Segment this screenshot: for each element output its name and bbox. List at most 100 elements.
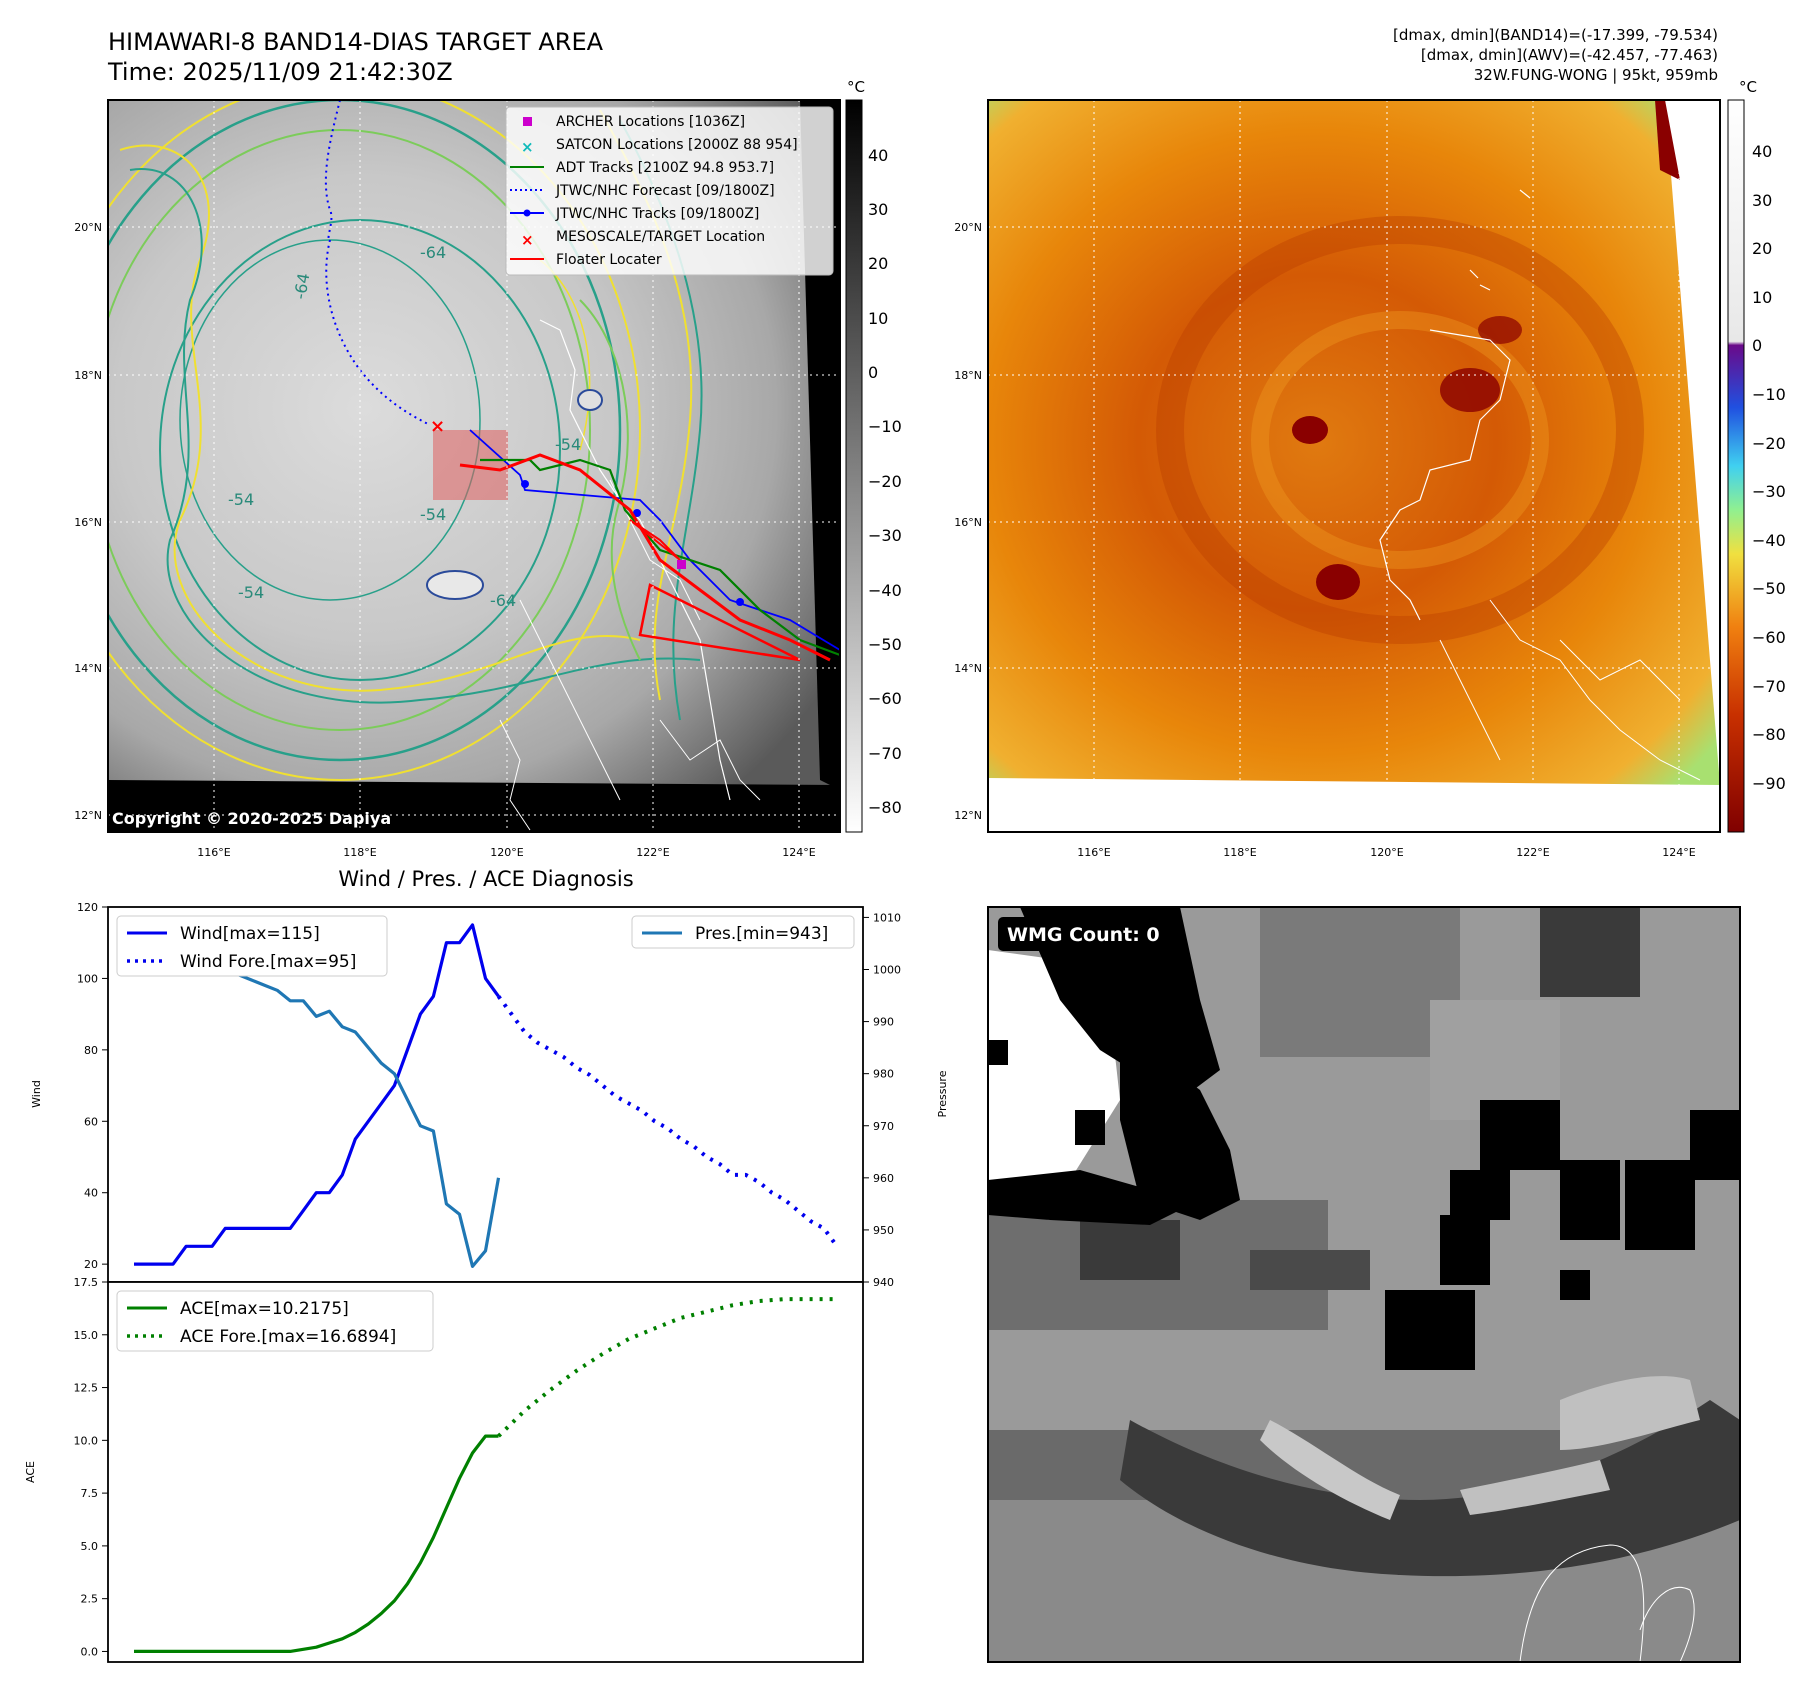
gray-colorbar-unit: °C — [847, 78, 865, 96]
legend-satcon: SATCON Locations [2000Z 88 954] — [556, 137, 798, 153]
pressure-tick-label: 1010 — [873, 911, 901, 924]
ace-tick-label: 2.5 — [81, 1593, 99, 1606]
wind-forecast-line — [496, 995, 839, 1248]
ace-tick-label: 0.0 — [81, 1645, 99, 1658]
gray-tick: −70 — [868, 744, 902, 763]
color-tick: −10 — [1752, 385, 1786, 404]
lon-label: 120°E — [490, 846, 523, 859]
awv-stats: [dmax, dmin](AWV)=(-42.457, -77.463) — [1421, 46, 1718, 64]
color-tick: −80 — [1752, 725, 1786, 744]
color-colorbar-bar — [1727, 99, 1745, 833]
gray-tick: 20 — [868, 254, 888, 273]
satcon-marker-icon: × — [521, 138, 534, 156]
ace-legend-label: ACE[max=10.2175] — [180, 1299, 349, 1319]
color-tick: 30 — [1752, 191, 1772, 210]
ace-tick-label: 10.0 — [74, 1434, 99, 1447]
pressure-tick-label: 960 — [873, 1172, 894, 1185]
wmg-imagery — [988, 907, 1740, 1662]
wind-tick-label: 100 — [77, 972, 98, 985]
gray-tick: 40 — [868, 146, 888, 165]
lat-label: 16°N — [954, 516, 982, 529]
legend-box — [505, 106, 834, 276]
gray-tick: −60 — [868, 689, 902, 708]
lat-label: 18°N — [74, 369, 102, 382]
ace-tick-label: 12.5 — [74, 1382, 99, 1395]
pressure-y-axis: 940 950 960 970 980 990 1000 1010 — [863, 911, 901, 1289]
gray-colorbar: °C 40 30 20 10 0 −10 −20 −30 −40 −50 −60… — [845, 78, 902, 833]
color-tick: −30 — [1752, 482, 1786, 501]
legend-floater: Floater Locater — [556, 252, 662, 268]
color-colorbar: °C 40 30 20 10 0 −10 −20 −30 −40 −50 −60… — [1727, 78, 1786, 833]
gray-tick: −50 — [868, 635, 902, 654]
ir-map-axis-labels: 20°N 18°N 16°N 14°N 12°N 116°E 118°E 120… — [74, 221, 816, 859]
wind-tick-label: 80 — [84, 1044, 98, 1057]
ir-map-grid — [108, 100, 840, 832]
gray-tick: −30 — [868, 526, 902, 545]
ace-tick-label: 5.0 — [81, 1540, 99, 1553]
color-tick: −90 — [1752, 774, 1786, 793]
wind-axis-label: Wind — [30, 1080, 43, 1108]
contour-label: -64 — [490, 591, 516, 610]
contour-label: -64 — [290, 272, 313, 301]
target-marker-icon: × — [521, 231, 534, 249]
lat-label: 14°N — [954, 662, 982, 675]
lon-label: 116°E — [197, 846, 230, 859]
color-map-imagery — [988, 100, 1720, 785]
diagnosis-title: Wind / Pres. / ACE Diagnosis — [338, 867, 633, 891]
wind-legend-box — [116, 915, 388, 977]
gray-colorbar-bar — [845, 99, 863, 833]
color-tick: −60 — [1752, 628, 1786, 647]
gray-tick: −10 — [868, 417, 902, 436]
ace-tick-label: 15.0 — [74, 1329, 99, 1342]
gray-tick: 30 — [868, 200, 888, 219]
lon-label: 116°E — [1077, 846, 1110, 859]
gray-colorbar-ticks: 40 30 20 10 0 −10 −20 −30 −40 −50 −60 −7… — [868, 146, 902, 817]
wind-series — [134, 923, 839, 1266]
ace-axis-label: ACE — [24, 1461, 37, 1483]
pressure-tick-label: 1000 — [873, 964, 901, 977]
wind-tick-label: 40 — [84, 1187, 98, 1200]
wind-legend-label: Wind[max=115] — [180, 924, 320, 944]
band14-stats: [dmax, dmin](BAND14)=(-17.399, -79.534) — [1393, 26, 1718, 44]
floater-track — [459, 453, 831, 662]
ace-legend-box — [116, 1290, 434, 1352]
color-tick: 40 — [1752, 142, 1772, 161]
contour-label: -54 — [555, 435, 581, 454]
color-tick: −70 — [1752, 677, 1786, 696]
pressure-legend-label: Pres.[min=943] — [695, 924, 828, 944]
gray-tick: −20 — [868, 472, 902, 491]
ace-tick-label: 7.5 — [81, 1487, 99, 1500]
track-dot-icon — [523, 209, 531, 217]
color-tick: −40 — [1752, 531, 1786, 550]
color-map-panel — [987, 99, 1721, 833]
gray-tick: 0 — [868, 363, 878, 382]
wmg-count-badge — [998, 917, 1178, 951]
wind-tick-label: 60 — [84, 1115, 98, 1128]
color-map-border — [987, 99, 1721, 833]
color-tick: −50 — [1752, 579, 1786, 598]
ir-map-border — [107, 99, 841, 833]
adt-track — [480, 458, 840, 657]
color-tick: 0 — [1752, 336, 1762, 355]
pressure-tick-label: 990 — [873, 1016, 894, 1029]
pressure-tick-label: 940 — [873, 1276, 894, 1289]
storm-info: 32W.FUNG-WONG | 95kt, 959mb — [1474, 66, 1718, 84]
color-tick: 10 — [1752, 288, 1772, 307]
legend-forecast: JTWC/NHC Forecast [09/1800Z] — [555, 183, 775, 199]
lat-label: 16°N — [74, 516, 102, 529]
ace-series — [134, 1297, 837, 1654]
lon-label: 124°E — [782, 846, 815, 859]
svg-text:×: × — [430, 416, 445, 437]
gray-tick: −80 — [868, 798, 902, 817]
pressure-tick-label: 950 — [873, 1224, 894, 1237]
lat-label: 20°N — [74, 221, 102, 234]
lat-label: 18°N — [954, 369, 982, 382]
ace-chart: 0.0 2.5 5.0 7.5 10.0 12.5 15.0 17.5 ACE ACE[max… — [24, 1276, 864, 1663]
wmg-count-label: WMG Count: 0 — [1007, 924, 1160, 946]
ir-map-legend: ARCHER Locations [1036Z] × SATCON Locati… — [505, 106, 834, 276]
wind-tick-label: 20 — [84, 1258, 98, 1271]
ace-line — [134, 1434, 499, 1654]
jtwc-track — [469, 429, 840, 651]
gray-tick: −40 — [868, 581, 902, 600]
figure-title: HIMAWARI-8 BAND14-DIAS TARGET AREA — [108, 28, 604, 56]
